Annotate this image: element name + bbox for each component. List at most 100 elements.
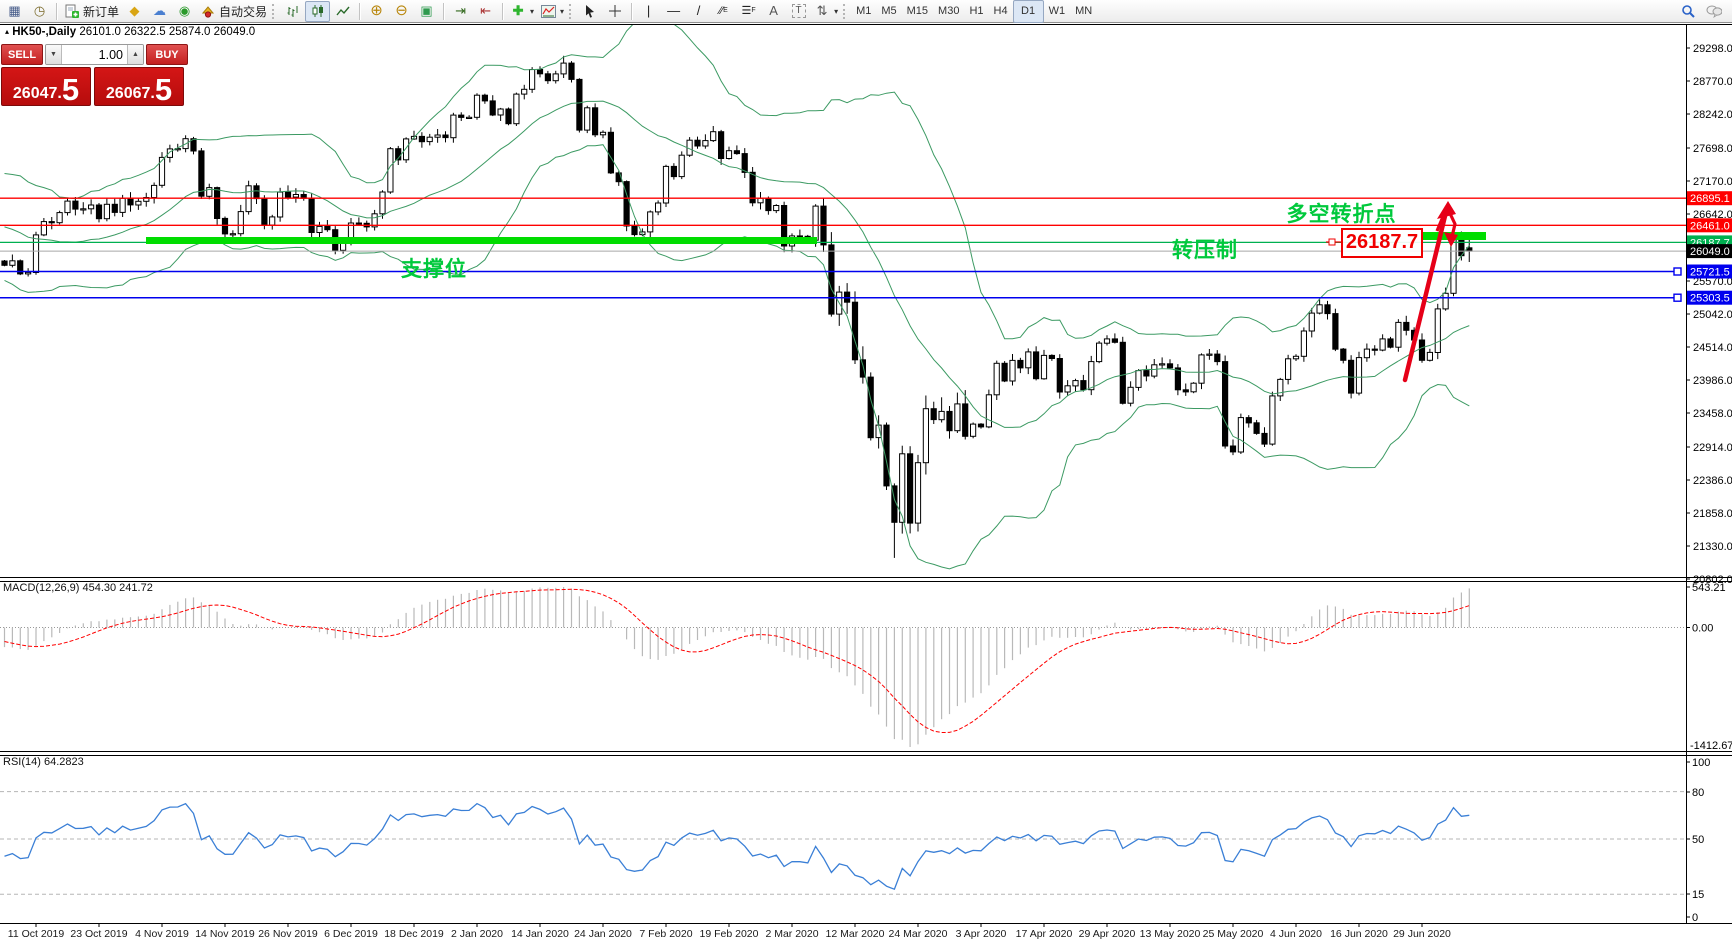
date-axis[interactable]: 11 Oct 2019 23 Oct 2019 4 Nov 2019 14 Nov 2… — [8, 923, 1451, 940]
toolbar-separator — [56, 2, 57, 20]
autotrade-label: 自动交易 — [219, 4, 268, 19]
yellow-box-icon: ◆ — [129, 3, 140, 18]
svg-text:18 Dec 2019: 18 Dec 2019 — [384, 928, 444, 940]
annotation-turning-point[interactable]: 多空转折点 — [1286, 202, 1397, 226]
text-tool[interactable]: A — [761, 1, 786, 22]
ask-price-main: 26067 — [105, 85, 151, 102]
rsi-value: 64.2823 — [43, 756, 84, 768]
new-order-button[interactable]: 新订单 — [61, 1, 122, 22]
fibonacci-tool[interactable]: ☰ F — [736, 1, 761, 22]
charts-profile-button[interactable]: ▦ — [2, 1, 27, 22]
pullback-arrow[interactable] — [1435, 205, 1457, 242]
svg-text:17 Apr 2020: 17 Apr 2020 — [1016, 928, 1073, 940]
svg-text:12 Mar 2020: 12 Mar 2020 — [826, 928, 885, 940]
macd-name: MACD(12,26,9) — [3, 582, 80, 594]
timeframe-mn[interactable]: MN — [1075, 5, 1093, 17]
text-label-tool[interactable]: T — [786, 1, 811, 22]
metaeditor-button[interactable]: ◆ — [122, 1, 147, 22]
svg-text:24 Jan 2020: 24 Jan 2020 — [574, 928, 632, 940]
vertical-line-tool[interactable]: | — [636, 1, 661, 22]
trend-arrow-up[interactable] — [1402, 209, 1449, 383]
chart-shift-button[interactable]: ⇤ — [473, 1, 498, 22]
annotation-price-box[interactable]: 26187.7 — [1341, 228, 1423, 258]
svg-text:24 Mar 2020: 24 Mar 2020 — [889, 928, 948, 940]
macd-signal-line — [4, 588, 1470, 734]
line-handle[interactable] — [1673, 267, 1682, 276]
rsi-label: RSI(14) 64.2823 — [3, 756, 84, 768]
volume-decrease-button[interactable]: ▼ — [46, 45, 62, 64]
bollinger-lower-band — [4, 144, 1470, 570]
line-handle[interactable] — [1673, 293, 1682, 302]
search-button[interactable] — [1676, 1, 1701, 22]
timeframe-w1[interactable]: W1 — [1048, 5, 1066, 17]
timeframe-m1[interactable]: M1 — [856, 5, 872, 17]
timeframe-m15[interactable]: M15 — [906, 5, 929, 17]
svg-text:4 Nov 2019: 4 Nov 2019 — [135, 928, 189, 940]
timeframe-h1[interactable]: H1 — [969, 5, 984, 17]
svg-text:11 Oct 2019: 11 Oct 2019 — [8, 928, 65, 940]
line-chart-icon — [335, 3, 351, 19]
bar-chart-button[interactable] — [280, 1, 305, 22]
annotation-arrows[interactable] — [1326, 201, 1458, 383]
trendline-tool[interactable]: / — [686, 1, 711, 22]
price-level-label — [1687, 218, 1732, 233]
chevron-down-icon: ▾ — [530, 6, 535, 16]
annotation-support[interactable]: 支撑位 — [401, 257, 467, 281]
svg-text:543.21: 543.21 — [1692, 582, 1726, 594]
channel-tool[interactable]: ∕∕ E — [711, 1, 736, 22]
tile-windows-button[interactable]: ▣ — [414, 1, 439, 22]
auto-scroll-button[interactable]: ⇥ — [448, 1, 473, 22]
cursor-icon — [582, 3, 598, 19]
annotation-resistance[interactable]: 转压制 — [1172, 238, 1238, 262]
rsi-name: RSI(14) — [3, 756, 41, 768]
svg-text:25042.0: 25042.0 — [1693, 309, 1732, 321]
indicators-button[interactable]: ✚ ▾ — [507, 1, 537, 22]
tile-windows-icon: ▣ — [420, 3, 433, 18]
zoom-out-button[interactable]: ⊖ — [389, 1, 414, 22]
chat-button[interactable] — [1701, 1, 1726, 22]
text-icon: A — [769, 3, 778, 18]
indicator-list-button[interactable]: ▾ — [537, 1, 567, 22]
crosshair-tool-button[interactable] — [602, 1, 627, 22]
horizontal-line-tool[interactable]: — — [661, 1, 686, 22]
horizontal-line-icon: — — [667, 3, 681, 18]
ask-price-dot: . — [150, 85, 155, 102]
main-toolbar: ▦ ◷ 新订单 ◆ ☁ ◉ 自动交易 ⊕ ⊖ ▣ ⇥ ⇤ ✚ ▾ ▾ — [0, 0, 1732, 23]
volume-stepper: ▼ ▲ — [45, 44, 144, 65]
timeframe-h4[interactable]: H4 — [993, 5, 1008, 17]
line-chart-button[interactable] — [330, 1, 355, 22]
arrows-tool[interactable]: ⇅ ▾ — [811, 1, 841, 22]
new-order-label: 新订单 — [83, 4, 120, 19]
market-button[interactable]: ☁ — [147, 1, 172, 22]
cursor-tool-button[interactable] — [577, 1, 602, 22]
support-zone-bar[interactable] — [146, 237, 817, 244]
svg-text:25303.5: 25303.5 — [1690, 293, 1730, 305]
timeframe-d1[interactable]: D1 — [1012, 0, 1044, 23]
signals-button[interactable]: ◉ — [172, 1, 197, 22]
candlestick-chart-button[interactable] — [305, 0, 331, 22]
autotrade-icon — [200, 3, 216, 19]
autotrade-button[interactable]: 自动交易 — [197, 1, 270, 22]
svg-text:23 Oct 2019: 23 Oct 2019 — [70, 928, 127, 940]
svg-text:19 Feb 2020: 19 Feb 2020 — [700, 928, 759, 940]
ask-price-box[interactable]: 26067. 5 — [94, 67, 184, 106]
volume-input[interactable] — [62, 45, 127, 64]
price-level-label — [1687, 244, 1732, 259]
profiles-button[interactable]: ◷ — [27, 1, 52, 22]
svg-text:0.00: 0.00 — [1692, 623, 1713, 635]
chevron-down-icon: ▾ — [560, 6, 565, 16]
toolbar-grip — [569, 3, 574, 19]
volume-increase-button[interactable]: ▲ — [127, 45, 143, 64]
timeframe-m5[interactable]: M5 — [881, 5, 897, 17]
sell-button[interactable]: SELL — [1, 44, 43, 65]
timeframe-m30[interactable]: M30 — [938, 5, 960, 17]
svg-text:7 Feb 2020: 7 Feb 2020 — [639, 928, 692, 940]
bid-price-box[interactable]: 26047. 5 — [1, 67, 91, 106]
price-axis[interactable]: 29298.0 28770.0 28242.0 27698.0 27170.0 26642… — [1686, 43, 1732, 924]
buy-button[interactable]: BUY — [146, 44, 188, 65]
zoom-in-button[interactable]: ⊕ — [364, 1, 389, 22]
ask-price-fraction: 5 — [154, 72, 173, 107]
svg-text:26895.1: 26895.1 — [1690, 193, 1730, 205]
toolbar-separator — [443, 2, 445, 20]
